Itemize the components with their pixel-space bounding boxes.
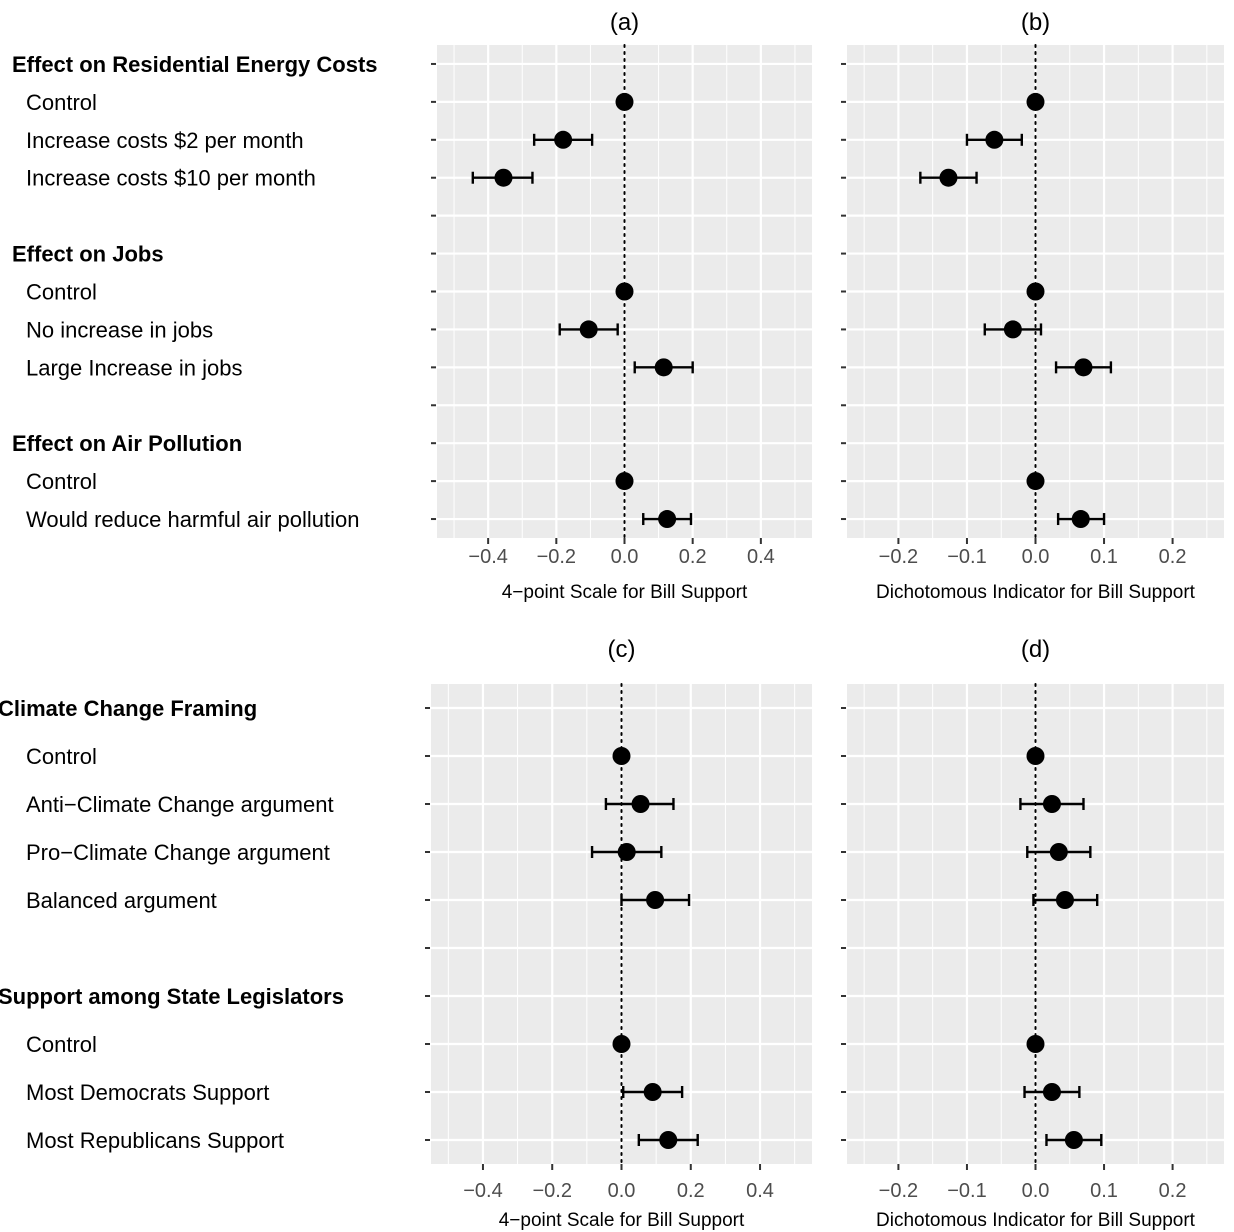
y-row-label: Control [26, 744, 97, 769]
y-group-header: Effect on Air Pollution [12, 431, 242, 456]
panel-title: (d) [1021, 636, 1050, 663]
x-tick-label: −0.2 [879, 1180, 918, 1202]
y-row-label: Large Increase in jobs [26, 355, 242, 380]
panel-b: −0.2 −0.1 0.0 0.1 0.2 Dichotomous Indicator f… [841, 9, 1224, 603]
point-estimate [554, 130, 573, 149]
y-group-header: Support among State Legislators [0, 984, 344, 1009]
y-row-label: Would reduce harmful air pollution [26, 507, 359, 532]
point-estimate [615, 472, 634, 491]
point-estimate [1026, 92, 1045, 111]
point-estimate [1026, 282, 1045, 301]
x-tick-label: −0.2 [879, 546, 918, 568]
y-row-label: Control [26, 280, 97, 305]
point-estimate [615, 92, 634, 111]
x-tick-label: −0.2 [537, 546, 576, 568]
point-estimate [658, 510, 677, 529]
y-group-header: Climate Change Framing [0, 696, 257, 721]
x-axis-title: Dichotomous Indicator for Bill Support [876, 1210, 1196, 1231]
y-row-label: Balanced argument [26, 888, 217, 913]
x-tick-label: 0.1 [1090, 1180, 1118, 1202]
x-tick-label: 0.0 [608, 1180, 636, 1202]
point-estimate [1026, 1035, 1045, 1053]
point-estimate [646, 891, 665, 909]
x-tick-label: −0.1 [947, 546, 986, 568]
point-estimate [939, 168, 958, 187]
point-estimate [579, 320, 598, 339]
point-estimate [1026, 747, 1045, 765]
panel-d: −0.2 −0.1 0.0 0.1 0.2 Dichotomous Indicator f… [841, 636, 1224, 1231]
x-axis-title: Dichotomous Indicator for Bill Support [876, 582, 1196, 603]
x-tick-label: 0.4 [746, 1180, 774, 1202]
x-tick-label: 0.2 [677, 1180, 705, 1202]
point-estimate [615, 282, 634, 301]
x-tick-label: 0.2 [1159, 1180, 1187, 1202]
point-estimate [1049, 843, 1068, 861]
point-estimate [617, 843, 636, 861]
point-estimate [1055, 891, 1074, 909]
point-estimate [1042, 795, 1061, 813]
x-tick-label: 0.2 [679, 546, 707, 568]
y-group-header: Effect on Jobs [12, 242, 164, 267]
point-estimate [1026, 472, 1045, 491]
point-estimate [643, 1083, 662, 1101]
y-row-label: Pro−Climate Change argument [26, 840, 330, 865]
panel-title: (b) [1021, 9, 1050, 36]
y-row-label: Most Republicans Support [26, 1128, 284, 1153]
x-axis-title: 4−point Scale for Bill Support [502, 582, 748, 603]
x-tick-label: 0.2 [1159, 546, 1187, 568]
x-tick-label: 0.1 [1090, 546, 1118, 568]
x-tick-label: −0.1 [947, 1180, 986, 1202]
y-row-label: Control [26, 1032, 97, 1057]
point-estimate [1042, 1083, 1061, 1101]
point-estimate [985, 130, 1004, 149]
point-estimate [1074, 358, 1093, 377]
y-row-label: Control [26, 469, 97, 494]
y-row-label: No increase in jobs [26, 317, 213, 342]
y-row-label: Most Democrats Support [26, 1080, 269, 1105]
x-tick-label: −0.2 [532, 1180, 571, 1202]
y-row-label: Increase costs $10 per month [26, 166, 316, 191]
x-tick-label: 0.0 [611, 546, 639, 568]
panel-c: −0.4 −0.2 0.0 0.2 0.44−point Scale for Bill … [0, 636, 812, 1231]
panel-title: (c) [608, 636, 636, 663]
y-group-header: Effect on Residential Energy Costs [12, 52, 378, 77]
x-axis-title: 4−point Scale for Bill Support [499, 1210, 745, 1231]
point-estimate [494, 168, 513, 187]
point-estimate [631, 795, 650, 813]
panel-title: (a) [610, 9, 639, 36]
x-tick-label: 0.0 [1022, 1180, 1050, 1202]
point-estimate [654, 358, 673, 377]
x-tick-label: −0.4 [468, 546, 507, 568]
y-row-label: Anti−Climate Change argument [26, 792, 334, 817]
x-tick-label: −0.4 [463, 1180, 502, 1202]
point-estimate [1064, 1131, 1083, 1149]
point-estimate [1003, 320, 1022, 339]
point-estimate [612, 747, 631, 765]
panel-a: −0.4 −0.2 0.0 0.2 0.4 4−point Scale for Bill … [12, 9, 812, 603]
y-row-label: Increase costs $2 per month [26, 128, 304, 153]
point-estimate [659, 1131, 678, 1149]
point-estimate [1071, 510, 1090, 529]
x-tick-label: 0.4 [747, 546, 775, 568]
y-row-label: Control [26, 90, 97, 115]
x-tick-label: 0.0 [1022, 546, 1050, 568]
point-estimate [612, 1035, 631, 1053]
